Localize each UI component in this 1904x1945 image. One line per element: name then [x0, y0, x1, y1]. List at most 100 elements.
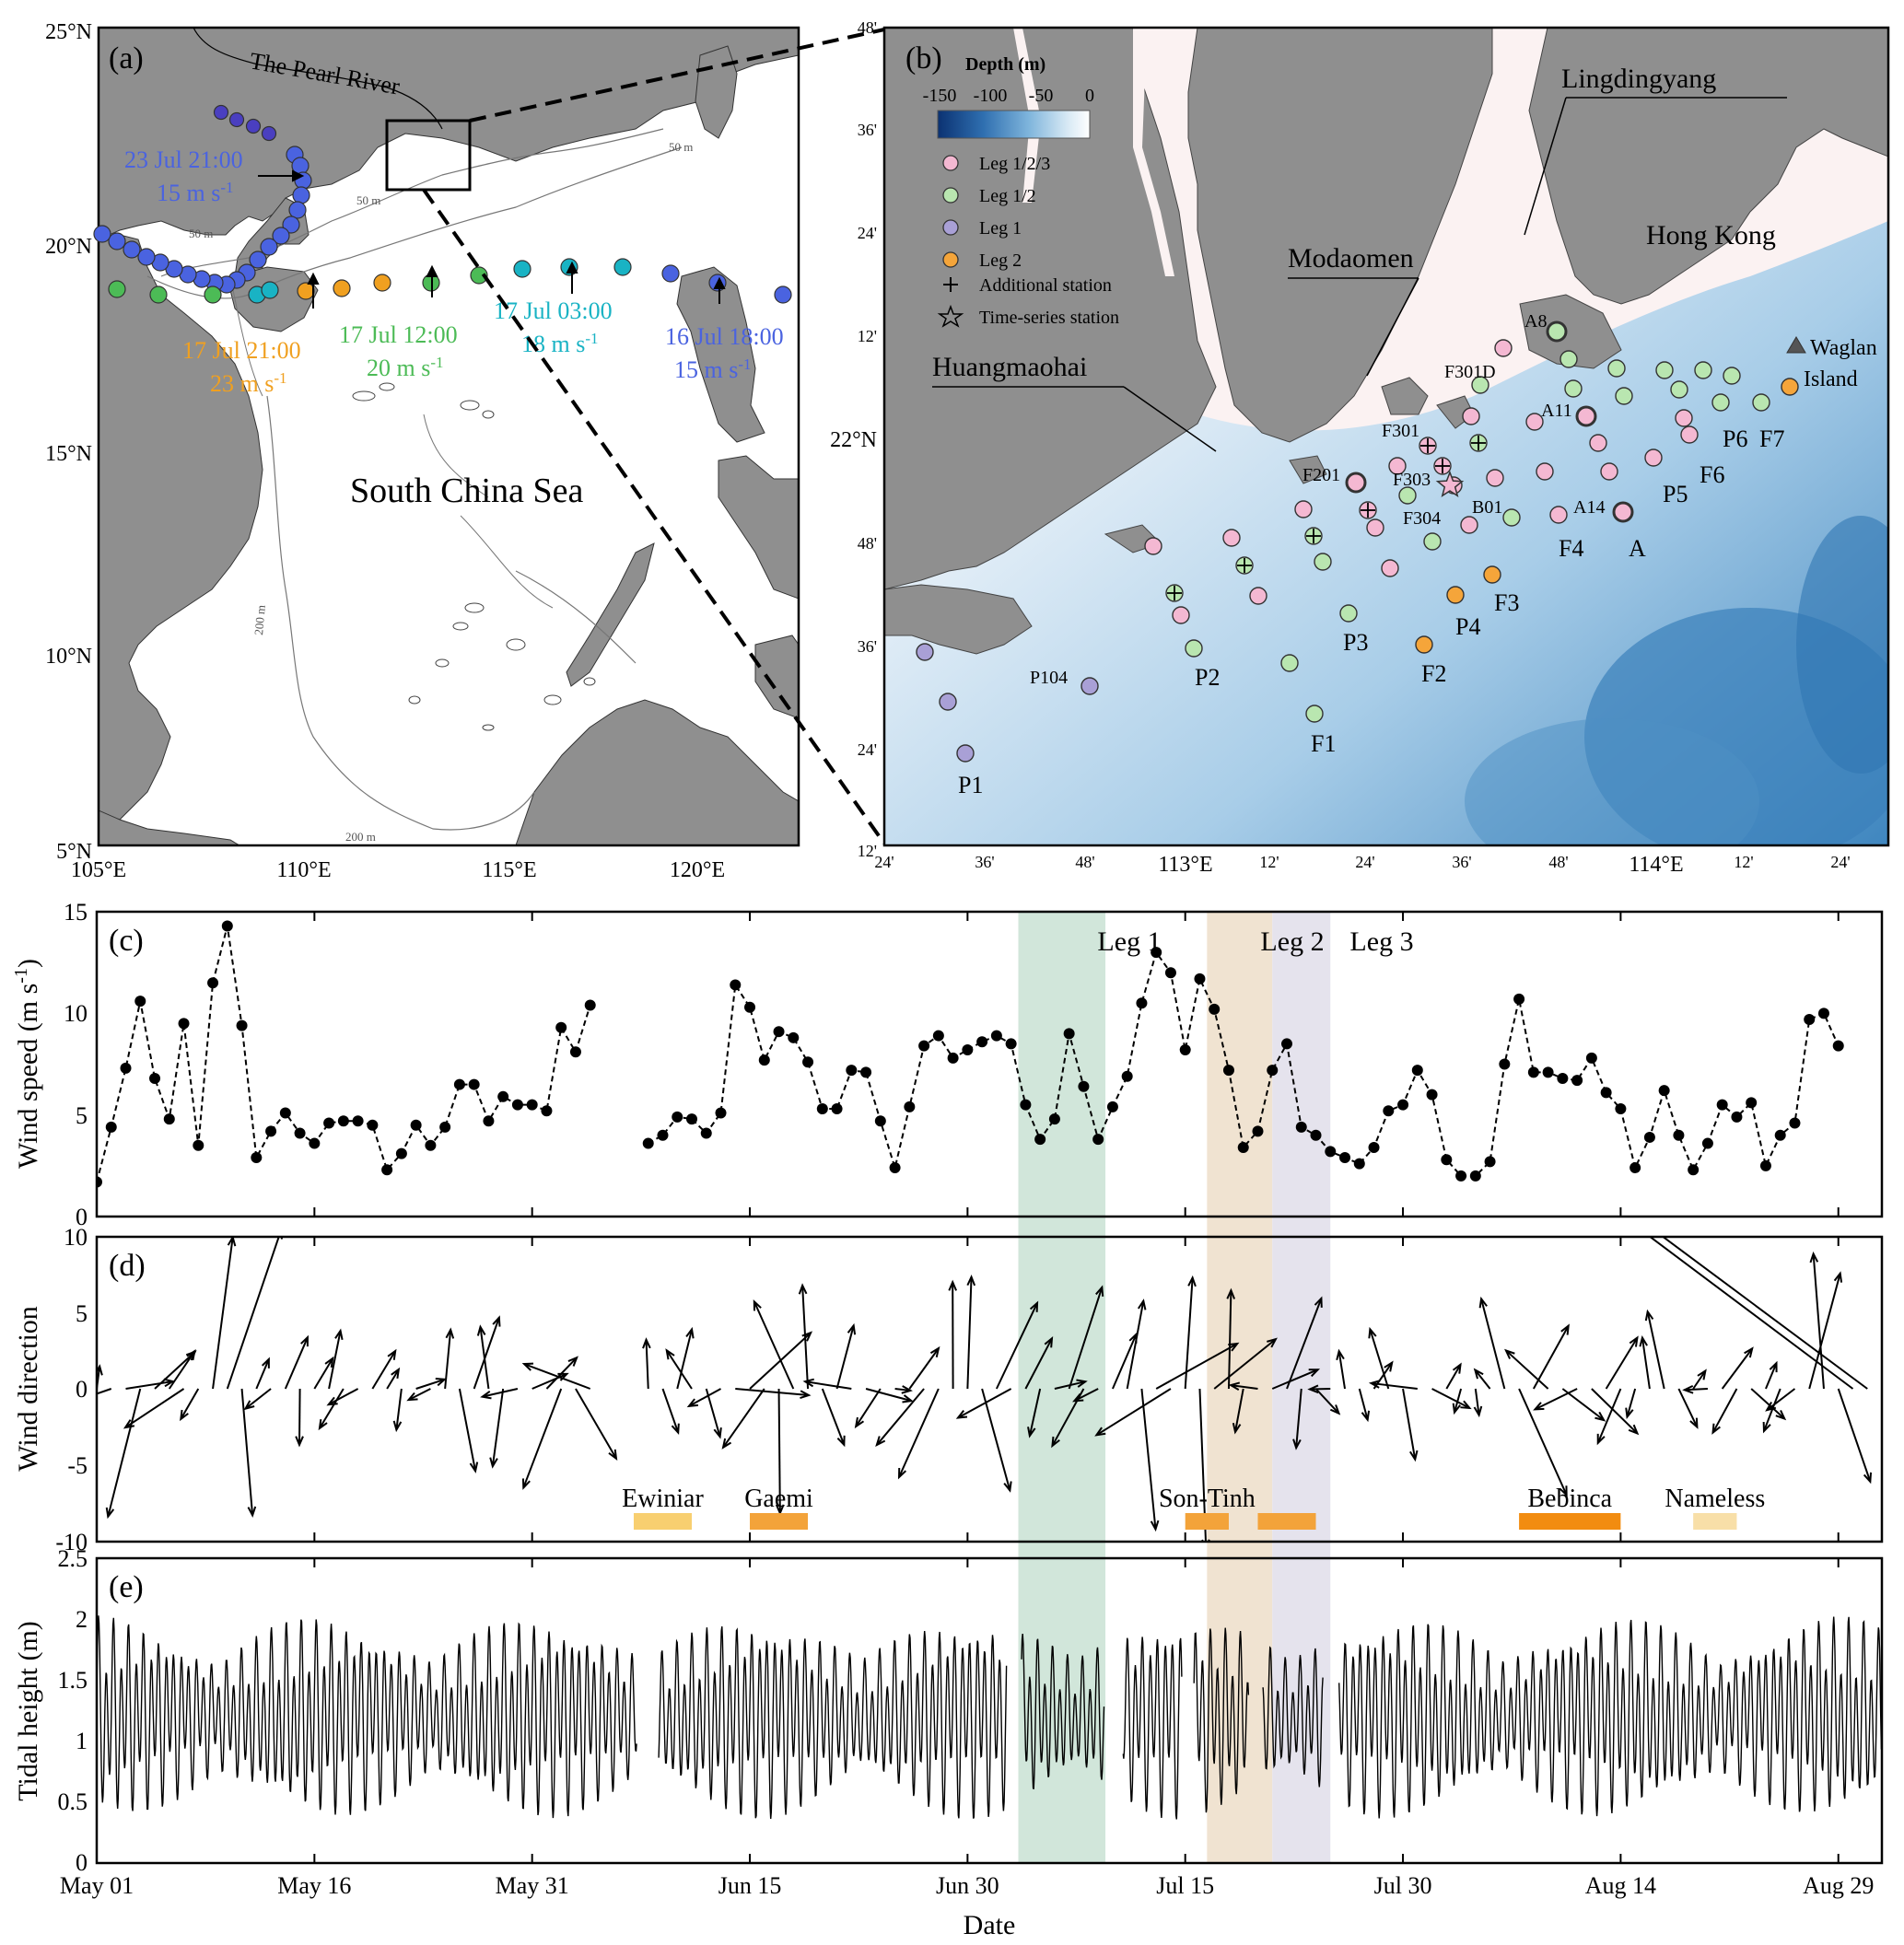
wind-arrow-head	[800, 1390, 812, 1399]
wind-speed-point	[1383, 1105, 1395, 1117]
b-lat-24a: 24'	[858, 224, 877, 242]
station-marker	[1564, 379, 1583, 398]
wind-arrow-head	[1232, 1422, 1242, 1435]
colorbar-title: Depth (m)	[965, 54, 1045, 75]
wind-speed-point	[686, 1113, 697, 1125]
wind-arrow-head	[1150, 1520, 1160, 1532]
wind-arrow	[1445, 1364, 1462, 1390]
track-dot	[137, 248, 156, 266]
wind-speed-point	[236, 1019, 248, 1031]
wind-speed-point	[569, 1046, 581, 1058]
b-lon-36a: 36'	[975, 853, 994, 871]
a-lat-25: 25°N	[45, 20, 92, 44]
wind-arrow-head	[1629, 1335, 1639, 1347]
wind-speed-point	[1078, 1080, 1090, 1092]
wind-arrow	[688, 1388, 721, 1407]
wind-arrow	[957, 1388, 1012, 1419]
panel-a-map: (a) The Pearl River South China Sea 50 m…	[45, 20, 800, 882]
wind-arrow	[894, 1388, 911, 1392]
wind-arrow	[1711, 1388, 1738, 1434]
wind-arrow	[1024, 1337, 1053, 1390]
wind-arrow	[531, 1372, 567, 1390]
wind-arrow-head	[492, 1315, 501, 1327]
wind-speed-point	[1701, 1137, 1713, 1149]
wind-speed-point	[1513, 993, 1525, 1005]
wind-speed-point	[1020, 1099, 1032, 1111]
wind-speed-point	[1499, 1058, 1511, 1070]
reef-islands	[352, 382, 596, 731]
place-names: Lingdingyang Modaomen Huangmaohai Hong K…	[932, 64, 1877, 452]
panel-b-label: (b)	[905, 41, 942, 76]
wind-speed-point	[1121, 1070, 1133, 1082]
wind-arrow	[735, 1388, 810, 1396]
panel-a-label: (a)	[109, 41, 144, 76]
track-dot	[228, 111, 245, 128]
st-label-F303: F303	[1393, 470, 1431, 490]
leg3-label: Leg 3	[1349, 926, 1413, 957]
wind-speed-point	[1600, 1087, 1612, 1099]
wind-arrow-head	[1711, 1423, 1721, 1435]
x-axis-label: Date	[964, 1910, 1016, 1940]
wind-speed-point	[163, 1113, 175, 1125]
wind-speed-point	[1411, 1065, 1423, 1077]
wind-arrow	[1677, 1388, 1699, 1428]
wind-arrow	[491, 1388, 505, 1467]
st-label-F201: F201	[1302, 465, 1340, 485]
d-ytick-10: 10	[64, 1224, 88, 1251]
station-marker	[1655, 361, 1674, 379]
wind-arrow	[661, 1388, 680, 1433]
b-lon-48b: 48'	[1548, 853, 1568, 871]
track-dot	[774, 285, 792, 304]
wind-speed-point	[555, 1021, 567, 1033]
wind-speed-point	[1469, 1170, 1481, 1182]
wind-speed-point	[207, 977, 219, 989]
track-dot	[260, 238, 278, 256]
track-dot	[661, 264, 680, 283]
wind-arrow-head	[1384, 1360, 1394, 1372]
station-marker	[1483, 565, 1501, 584]
wind-arrow-head	[897, 1467, 907, 1480]
land-visayas	[718, 455, 799, 600]
land-borneo	[515, 699, 799, 845]
wind-speed-point	[976, 1036, 988, 1048]
wind-arrow	[371, 1350, 397, 1390]
wind-arrow	[395, 1388, 403, 1430]
wind-arrow-head	[261, 1357, 270, 1368]
track-dot	[333, 279, 351, 297]
legend-leg2: Leg 2	[979, 250, 1022, 271]
wind-speed-point	[1048, 1113, 1060, 1125]
wind-arrow	[97, 1388, 112, 1395]
station-marker	[1575, 405, 1597, 427]
panel-d-label: (d)	[109, 1249, 146, 1283]
b-lon-24c: 24'	[1830, 853, 1850, 871]
station-marker	[1680, 425, 1699, 444]
wind-speed-point	[1455, 1170, 1467, 1182]
wind-arrow	[1561, 1388, 1605, 1421]
wind-arrow-head	[1361, 1410, 1371, 1423]
wind-arrow-head	[686, 1398, 698, 1408]
wind-arrow-head	[476, 1324, 486, 1336]
wind-arrow-head	[489, 1457, 498, 1469]
wind-arrow-head	[243, 1400, 255, 1411]
wind-arrow-head	[1095, 1285, 1104, 1297]
wind-arrow-head	[1029, 1300, 1039, 1312]
wind-arrow-head	[1639, 1335, 1648, 1347]
tidal-height-line	[1338, 1616, 1882, 1819]
e-ytick-0p5: 0.5	[58, 1788, 88, 1815]
station-marker	[1494, 339, 1513, 357]
station-marker	[1172, 606, 1190, 624]
wind-speed-point	[97, 1176, 102, 1188]
wind-arrow-head	[521, 1478, 531, 1490]
c-ytick-5: 5	[76, 1102, 88, 1129]
land-west-islands	[884, 584, 1033, 655]
st-label-F1: F1	[1311, 730, 1336, 757]
wind-speed-point	[758, 1054, 770, 1066]
track-dot	[470, 266, 488, 285]
wind-arrow-head	[1644, 1309, 1654, 1322]
wind-arrow-head	[186, 1349, 196, 1361]
wind-speed-point	[889, 1162, 901, 1174]
wind-speed-point	[846, 1065, 858, 1077]
wind-arrow-head	[180, 1409, 189, 1422]
wind-speed-point	[1731, 1111, 1743, 1123]
wind-speed-point	[134, 996, 146, 1007]
